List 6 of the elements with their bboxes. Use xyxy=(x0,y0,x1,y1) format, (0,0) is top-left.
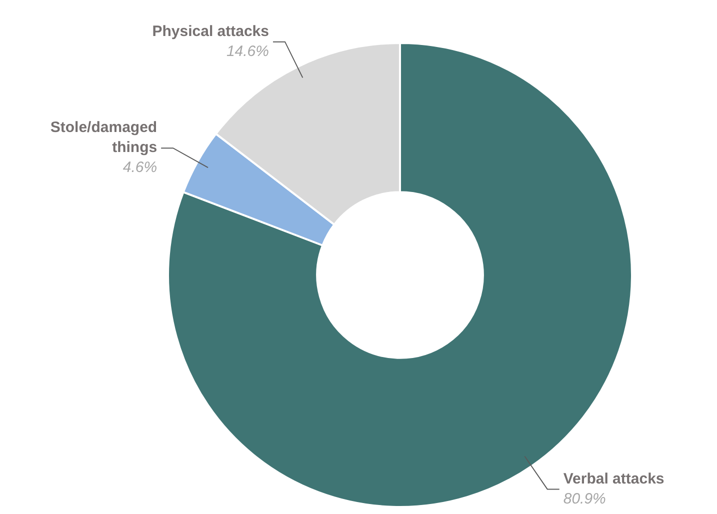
data-label: 14.6% xyxy=(226,42,269,60)
data-label: 80.9% xyxy=(563,490,606,508)
slice-label: Verbal attacks xyxy=(563,470,664,488)
slice-label: Physical attacks xyxy=(152,22,269,40)
data-label: 4.6% xyxy=(122,159,158,176)
slice-label: Stole/damaged things xyxy=(50,119,158,156)
